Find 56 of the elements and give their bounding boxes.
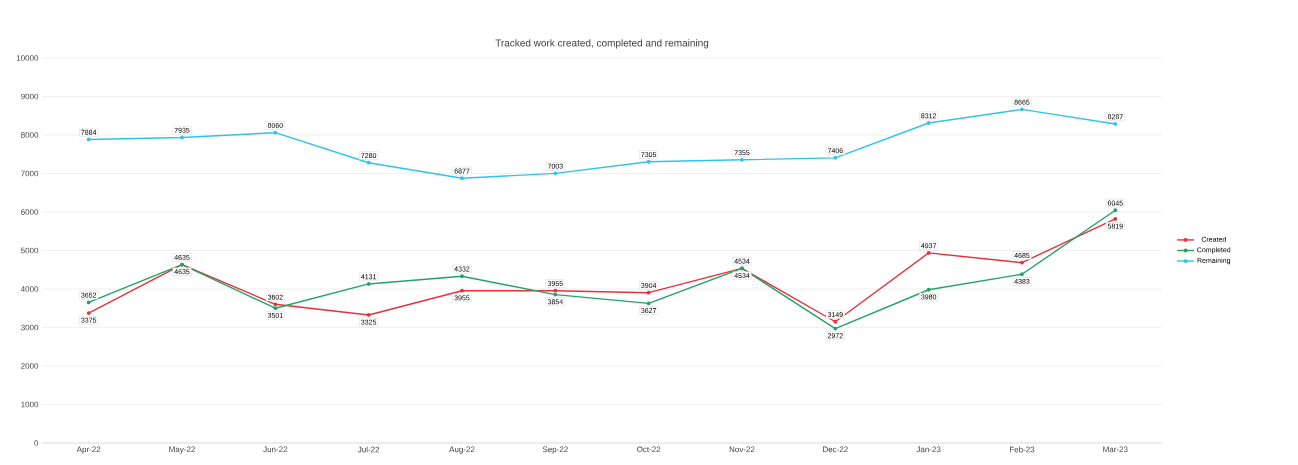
- point: [926, 287, 931, 292]
- point: [1113, 217, 1118, 221]
- point: [273, 130, 278, 135]
- x-tick-label: Apr-22: [76, 446, 101, 454]
- y-tick-label: 6000: [21, 209, 39, 215]
- x-tick-label: Jun-22: [263, 446, 288, 453]
- point: [1020, 260, 1024, 265]
- point: [833, 319, 838, 324]
- x-tick-label: Jan-23: [916, 446, 941, 453]
- x-tick-label: Oct-22: [637, 446, 661, 453]
- point: [86, 311, 91, 315]
- point: [553, 171, 558, 176]
- y-tick-label: 3000: [20, 324, 39, 331]
- point: [833, 155, 838, 160]
- point: [926, 121, 931, 125]
- point: [553, 292, 558, 297]
- point: [460, 274, 464, 279]
- x-tick-label: Dec-22: [823, 446, 848, 453]
- x-tick-label: Sep-22: [542, 446, 568, 454]
- y-tick-label: 4000: [20, 286, 39, 292]
- x-tick-label: May-22: [169, 446, 195, 454]
- x-tick-label: Feb-23: [1009, 446, 1035, 453]
- point: [646, 290, 651, 295]
- point: [646, 159, 651, 164]
- point: [366, 282, 371, 286]
- point: [86, 137, 91, 142]
- point: [460, 176, 464, 181]
- point: [1020, 272, 1024, 277]
- y-tick-label: 1000: [21, 401, 39, 408]
- x-tick-label: Jul-22: [357, 446, 380, 453]
- point: [833, 326, 838, 331]
- point: [1020, 107, 1024, 112]
- x-tick-label: Aug-22: [449, 446, 475, 454]
- y-tick-label: 2000: [21, 363, 39, 369]
- y-tick-label: 0: [34, 440, 39, 446]
- y-tick-label: 7000: [21, 170, 39, 177]
- point: [366, 160, 371, 165]
- point: [926, 251, 931, 255]
- point: [273, 306, 278, 311]
- y-tick-label: 9000: [21, 93, 39, 100]
- y-tick-label: 8000: [21, 132, 39, 138]
- point: [460, 288, 464, 293]
- x-tick-label: Mar-23: [1103, 446, 1128, 453]
- point: [273, 302, 278, 307]
- y-tick-label: 10000: [16, 55, 39, 61]
- point: [366, 313, 371, 317]
- point: [86, 300, 91, 305]
- point: [740, 157, 744, 162]
- point: [553, 288, 558, 293]
- point: [180, 135, 184, 140]
- point: [1113, 208, 1118, 213]
- y-tick-label: 5000: [21, 247, 39, 254]
- point: [646, 301, 651, 306]
- point: [1113, 122, 1118, 126]
- x-tick-label: Nov-22: [729, 446, 755, 453]
- chart-title: Tracked work created, completed and remaining: [495, 39, 709, 49]
